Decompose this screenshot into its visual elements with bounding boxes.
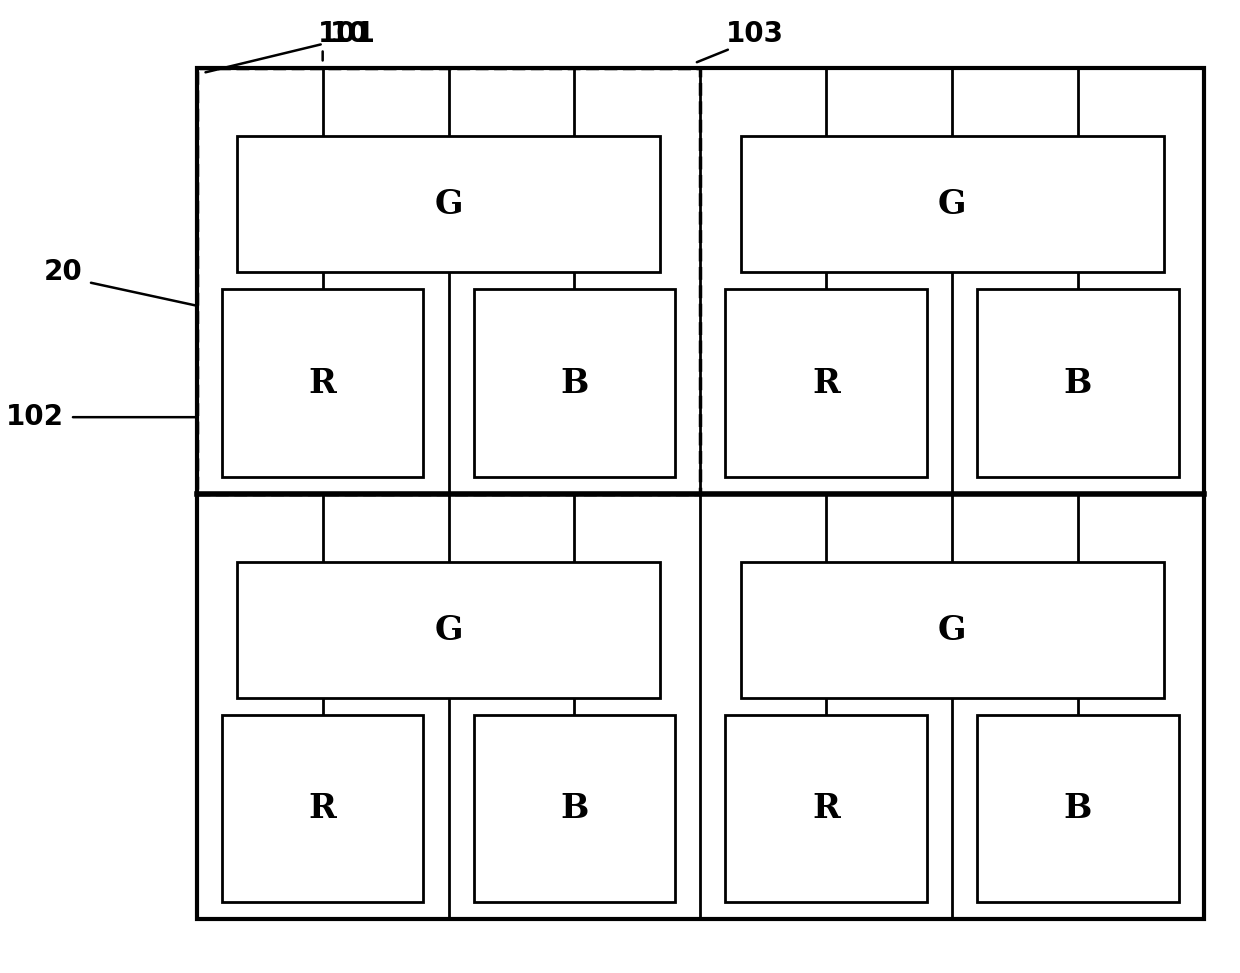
Bar	[237, 562, 660, 699]
Bar	[474, 290, 675, 477]
Text: 102: 102	[6, 403, 64, 431]
Text: 20: 20	[43, 259, 82, 286]
Text: R: R	[309, 792, 336, 825]
Text: 10: 10	[330, 20, 368, 48]
Bar	[222, 715, 423, 903]
Bar	[725, 290, 926, 477]
Bar	[740, 562, 1163, 699]
Bar	[740, 136, 1163, 272]
Bar	[222, 290, 423, 477]
Bar	[977, 290, 1179, 477]
Text: G: G	[434, 188, 463, 221]
Text: G: G	[937, 188, 966, 221]
Text: 101: 101	[317, 20, 376, 48]
Text: B: B	[1064, 792, 1092, 825]
Bar	[197, 68, 701, 494]
Text: B: B	[1064, 367, 1092, 400]
Bar	[237, 136, 660, 272]
Text: R: R	[309, 367, 336, 400]
Text: G: G	[434, 614, 463, 646]
Bar	[725, 715, 926, 903]
Bar	[197, 68, 1204, 919]
Bar	[474, 715, 675, 903]
Text: B: B	[560, 367, 589, 400]
Bar	[977, 715, 1179, 903]
Text: 103: 103	[725, 20, 784, 48]
Text: B: B	[560, 792, 589, 825]
Text: G: G	[937, 614, 966, 646]
Text: R: R	[812, 367, 841, 400]
Text: R: R	[812, 792, 841, 825]
